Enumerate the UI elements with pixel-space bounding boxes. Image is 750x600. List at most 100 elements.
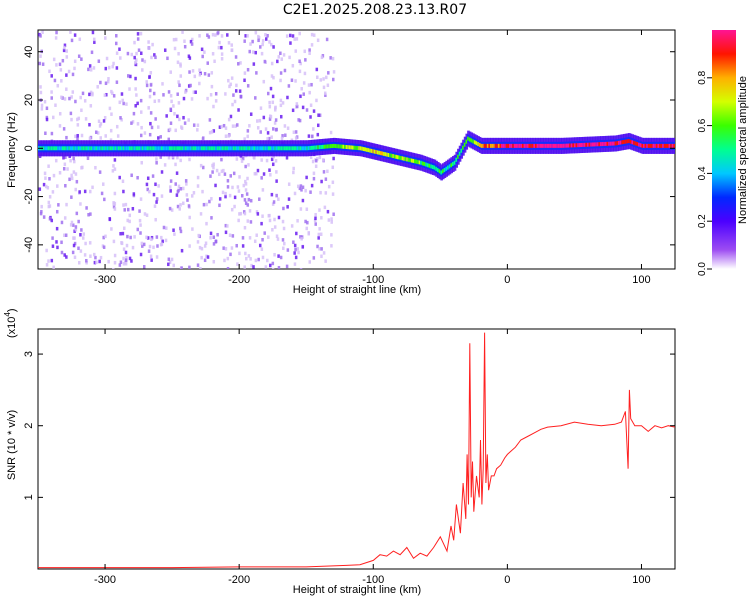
noise-speckle: [279, 114, 283, 119]
noise-speckle: [211, 52, 215, 56]
ridge-core: [567, 143, 571, 148]
ridge-core: [488, 143, 492, 148]
noise-speckle: [105, 56, 109, 61]
noise-speckle: [238, 251, 241, 256]
noise-speckle: [176, 155, 179, 160]
noise-speckle: [261, 39, 265, 43]
noise-speckle: [246, 84, 250, 88]
ridge-core: [336, 144, 339, 149]
noise-speckle: [78, 190, 81, 194]
noise-speckle: [187, 204, 191, 208]
noise-speckle: [271, 202, 275, 206]
noise-speckle: [189, 39, 193, 44]
noise-speckle: [279, 103, 283, 108]
noise-speckle: [269, 173, 272, 177]
ridge-core: [395, 154, 399, 159]
noise-speckle: [169, 70, 172, 74]
noise-speckle: [173, 111, 176, 116]
noise-speckle: [183, 39, 186, 43]
noise-speckle: [254, 30, 258, 35]
ridge-core: [447, 165, 450, 170]
noise-speckle: [253, 171, 257, 176]
noise-speckle: [191, 69, 195, 73]
noise-speckle: [312, 171, 316, 176]
ridge-core: [55, 146, 59, 151]
noise-speckle: [59, 68, 63, 72]
noise-speckle: [151, 42, 154, 47]
ridge-core: [636, 142, 640, 147]
noise-speckle: [246, 129, 250, 133]
ridge-core: [213, 146, 217, 151]
noise-speckle: [313, 218, 317, 223]
noise-speckle: [157, 99, 161, 103]
ridge-core: [613, 141, 616, 146]
noise-speckle: [296, 219, 299, 223]
noise-speckle: [157, 125, 160, 129]
colorbar: 0.0 0.2 0.4 0.6 0.8 Normalized spectral ampl…: [697, 30, 749, 276]
noise-speckle: [320, 247, 323, 251]
ridge-core: [160, 146, 164, 151]
ridge-core: [441, 169, 445, 174]
ridge-core: [248, 146, 252, 151]
noise-speckle: [263, 231, 266, 235]
ridge-core: [82, 146, 86, 151]
noise-speckle: [168, 185, 172, 189]
noise-speckle: [289, 33, 292, 38]
spectrogram-xtick-label: -200: [228, 274, 250, 286]
noise-speckle: [212, 129, 216, 133]
noise-speckle: [227, 41, 231, 45]
noise-speckle: [74, 99, 77, 104]
ridge-core: [127, 146, 131, 151]
noise-speckle: [67, 69, 71, 74]
noise-speckle: [241, 236, 245, 240]
noise-speckle: [312, 127, 315, 131]
noise-speckle: [290, 224, 294, 228]
noise-speckle: [330, 217, 333, 221]
ridge-core: [453, 160, 457, 165]
noise-speckle: [155, 157, 158, 161]
noise-speckle: [300, 237, 303, 241]
ridge-core: [183, 146, 186, 151]
ridge-core: [559, 143, 562, 148]
ridge-core: [63, 146, 67, 151]
noise-speckle: [140, 160, 143, 165]
noise-speckle: [304, 219, 307, 224]
noise-speckle: [91, 91, 94, 96]
ridge-core: [229, 146, 233, 151]
noise-speckle: [295, 231, 298, 236]
noise-speckle: [197, 233, 200, 238]
noise-speckle: [213, 59, 216, 64]
noise-speckle: [151, 174, 155, 178]
noise-speckle: [134, 104, 137, 108]
noise-speckle: [145, 80, 148, 84]
noise-speckle: [277, 265, 281, 269]
noise-speckle: [323, 205, 327, 210]
noise-speckle: [331, 56, 335, 61]
noise-speckle: [277, 254, 280, 258]
noise-speckle: [296, 184, 300, 189]
noise-speckle: [207, 35, 211, 39]
ridge-core: [245, 146, 249, 151]
noise-speckle: [71, 250, 75, 255]
noise-speckle: [79, 249, 83, 253]
noise-speckle: [107, 77, 110, 81]
noise-speckle: [111, 169, 115, 173]
noise-speckle: [69, 158, 72, 163]
noise-speckle: [129, 74, 132, 79]
ridge-core: [418, 160, 422, 165]
noise-speckle: [179, 203, 182, 207]
noise-speckle: [193, 74, 197, 79]
noise-speckle: [169, 121, 173, 125]
ridge-core: [202, 146, 206, 151]
ridge-core: [508, 143, 512, 148]
ridge-core: [598, 142, 601, 147]
ridge-core: [275, 146, 279, 151]
noise-speckle: [322, 170, 326, 174]
ridge-core: [186, 146, 190, 151]
noise-speckle: [203, 50, 206, 54]
noise-speckle: [73, 66, 76, 71]
ridge-core: [306, 146, 309, 151]
ridge-core: [320, 145, 324, 150]
ridge-core: [111, 146, 115, 151]
ridge-core: [578, 143, 582, 148]
